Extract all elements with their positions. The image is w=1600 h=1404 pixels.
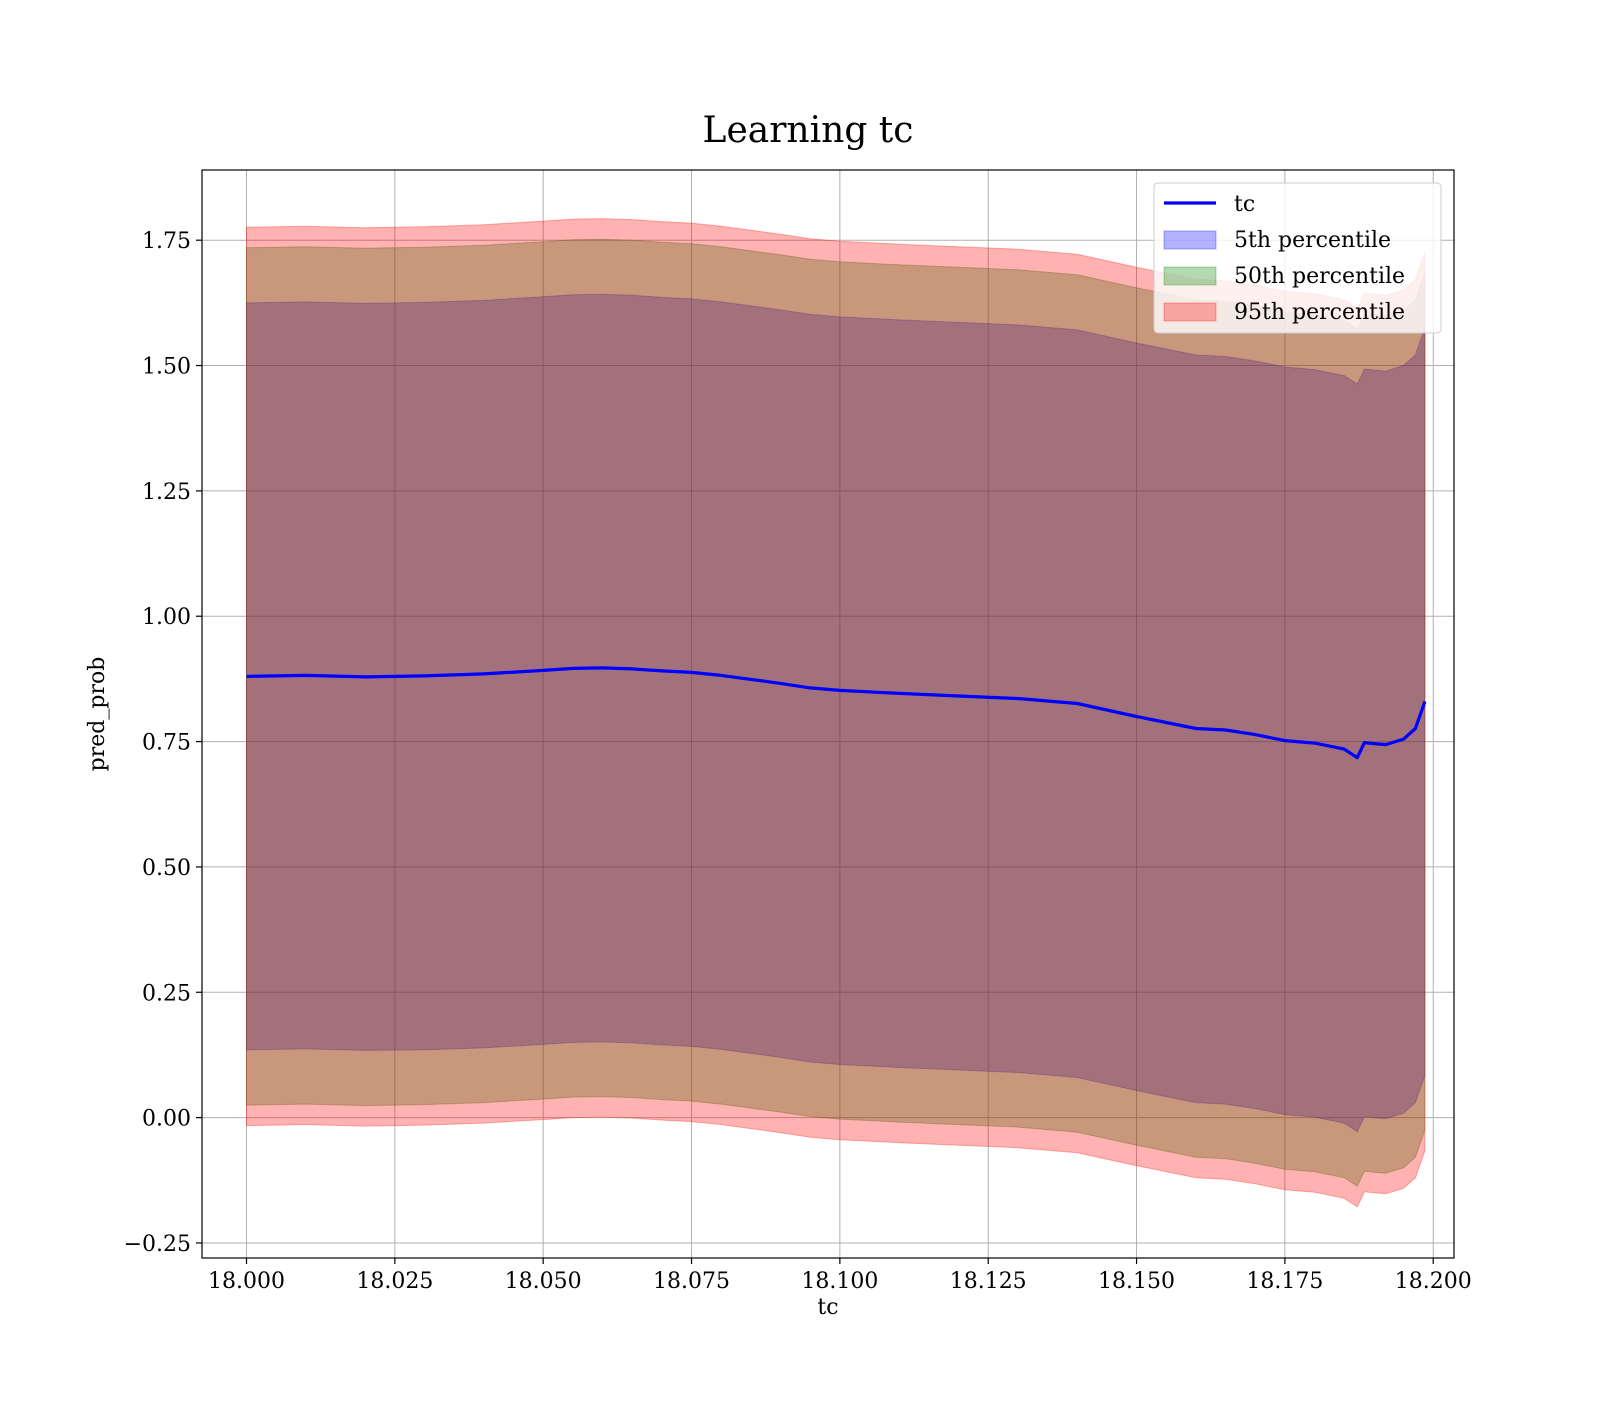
legend-label: 5th percentile (1234, 228, 1391, 253)
x-tick-label: 18.200 (1395, 1269, 1472, 1294)
plot-frame (201, 169, 1455, 1259)
x-tick-label: 18.100 (801, 1269, 878, 1294)
y-tick-label: 0.00 (142, 1107, 191, 1132)
95th-percentile-band (246, 218, 1426, 1208)
y-tick-label: 1.75 (142, 229, 191, 254)
legend-label: tc (1234, 192, 1255, 217)
x-axis-label: tc (817, 1295, 838, 1320)
legend-label: 95th percentile (1234, 300, 1405, 325)
y-tick-label: 0.50 (142, 856, 191, 881)
5th-percentile-band (246, 293, 1426, 1133)
50th-percentile-band (246, 238, 1426, 1188)
x-tick-label: 18.050 (505, 1269, 582, 1294)
percentile-bands (246, 218, 1426, 1208)
legend-swatch-95th-percentile (1163, 302, 1217, 322)
x-tick-label: 18.025 (356, 1269, 433, 1294)
legend: tc 5th percentile 50th percentile 95th perc… (1153, 182, 1442, 334)
y-tick-label: 0.75 (142, 731, 191, 756)
legend-swatch-50th-percentile (1163, 266, 1217, 286)
y-axis-ticks: −0.25 0.00 0.25 0.50 0.75 1.00 1.25 1.50 1.75 (124, 229, 202, 1257)
y-axis-label: pred_prob (85, 657, 110, 772)
x-tick-label: 18.175 (1246, 1269, 1323, 1294)
x-tick-label: 18.150 (1098, 1269, 1175, 1294)
legend-swatch-5th-percentile (1163, 230, 1217, 250)
x-axis-ticks: 18.000 18.025 18.050 18.075 18.100 18.125 18.1… (208, 1258, 1472, 1294)
y-tick-label: 1.25 (142, 480, 191, 505)
x-tick-label: 18.000 (208, 1269, 285, 1294)
legend-label: 50th percentile (1234, 264, 1405, 289)
grid (202, 170, 1454, 1258)
y-tick-label: 1.00 (142, 605, 191, 630)
y-tick-label: 1.50 (142, 355, 191, 380)
legend-box (1153, 182, 1442, 334)
chart-title: Learning tc (703, 110, 914, 151)
x-tick-label: 18.125 (950, 1269, 1027, 1294)
x-tick-label: 18.075 (653, 1269, 730, 1294)
y-tick-label: 0.25 (142, 981, 191, 1006)
y-tick-label: −0.25 (124, 1232, 191, 1257)
tc-series-line (246, 666, 1427, 760)
series-lines (246, 666, 1427, 760)
